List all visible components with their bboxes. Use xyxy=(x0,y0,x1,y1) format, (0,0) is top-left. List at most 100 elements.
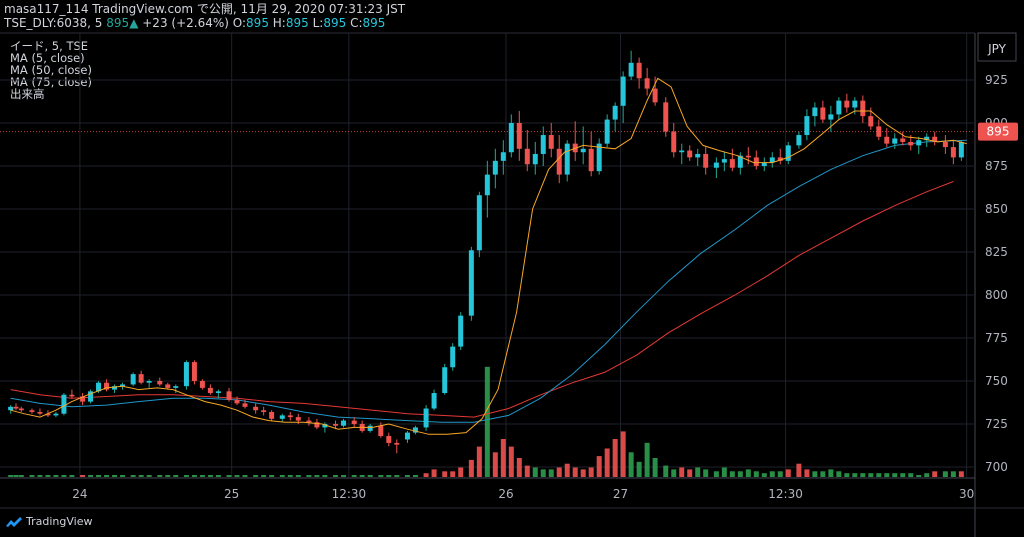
volume-bar xyxy=(812,471,818,477)
low-value: 895 xyxy=(323,16,347,30)
candle-body xyxy=(306,420,312,423)
volume-bar xyxy=(620,431,626,477)
volume-bar xyxy=(431,469,437,477)
candle-body xyxy=(796,135,802,146)
volume-bar xyxy=(80,475,86,477)
candle-body xyxy=(287,415,293,418)
candle-body xyxy=(367,425,373,431)
volume-bar xyxy=(644,442,650,477)
legend-ma75[interactable]: MA (75, close) xyxy=(10,75,92,89)
volume-bar xyxy=(279,475,285,477)
candle-body xyxy=(737,155,743,168)
legend-ma50[interactable]: MA (50, close) xyxy=(10,63,92,77)
volume-bar xyxy=(173,475,179,477)
candle-body xyxy=(476,195,482,251)
volume-bar xyxy=(295,475,301,477)
candle-body xyxy=(88,391,94,402)
x-tick-label: 27 xyxy=(613,487,628,501)
candle-body xyxy=(713,162,719,168)
ohlc-line: TSE_DLY:6038, 5 895▲ +23 (+2.64%) O:895 … xyxy=(4,16,405,30)
volume-bar xyxy=(404,475,410,477)
volume-bar xyxy=(359,475,365,477)
currency-label[interactable]: JPY xyxy=(987,42,1007,56)
volume-bar xyxy=(367,475,373,477)
legend-ma5[interactable]: MA (5, close) xyxy=(10,51,85,65)
volume-bar xyxy=(958,471,964,477)
candle-body xyxy=(508,123,514,153)
candle-body xyxy=(844,100,850,108)
volume-bar xyxy=(423,473,429,477)
volume-bar xyxy=(88,475,94,477)
volume-bar xyxy=(695,467,701,477)
volume-bar xyxy=(796,463,802,477)
candle-body xyxy=(13,406,19,409)
candle-body xyxy=(394,442,400,445)
tradingview-brand[interactable]: TradingView xyxy=(6,515,92,528)
volume-bar xyxy=(476,446,482,477)
candle-body xyxy=(386,436,392,443)
volume-bar xyxy=(753,471,759,477)
volume-bar xyxy=(532,467,538,477)
candle-body xyxy=(612,105,618,120)
volume-bar xyxy=(306,475,312,477)
volume-bar xyxy=(253,475,259,477)
volume-bar xyxy=(468,459,474,477)
symbol-label: TSE_DLY:6038, 5 xyxy=(4,16,103,30)
candle-body xyxy=(580,148,586,153)
candle-body xyxy=(61,394,67,414)
y-tick-label: 725 xyxy=(985,417,1008,431)
price-value: 895 xyxy=(106,16,130,30)
volume-bar xyxy=(908,473,914,477)
volume-bar xyxy=(548,469,554,477)
volume-bar xyxy=(13,475,19,477)
candle-body xyxy=(173,386,179,388)
candle-body xyxy=(745,155,751,158)
volume-bar xyxy=(737,471,743,477)
volume-bar xyxy=(628,452,634,477)
candle-body xyxy=(769,157,775,163)
volume-bar xyxy=(333,475,339,477)
candle-body xyxy=(876,126,882,137)
candle-body xyxy=(777,157,783,161)
volume-bar xyxy=(820,471,826,477)
candle-body xyxy=(804,116,810,136)
candle-body xyxy=(423,408,429,428)
candle-body xyxy=(671,131,677,153)
candle-body xyxy=(29,410,35,412)
y-tick-label: 800 xyxy=(985,288,1008,302)
legend-volume[interactable]: 出来高 xyxy=(10,87,45,101)
publish-line: masa117_114 TradingView.com で公開, 11月 29,… xyxy=(4,2,406,16)
candle-body xyxy=(860,100,866,117)
x-tick-label: 12:30 xyxy=(768,487,803,501)
candle-body xyxy=(130,374,136,385)
volume-bar xyxy=(450,471,456,477)
volume-bar xyxy=(242,475,248,477)
candle-body xyxy=(695,153,701,158)
candle-body xyxy=(721,159,727,163)
volume-bar xyxy=(287,475,293,477)
volume-bar xyxy=(199,475,205,477)
volume-bar xyxy=(183,475,189,477)
volume-bar xyxy=(215,475,221,477)
volume-bar xyxy=(671,469,677,477)
volume-bar xyxy=(876,473,882,477)
candle-body xyxy=(753,157,759,166)
candle-body xyxy=(442,367,448,394)
close-label: C: xyxy=(350,16,363,30)
candle-body xyxy=(916,140,922,146)
volume-bar xyxy=(836,471,842,477)
candle-body xyxy=(104,382,110,390)
volume-bar xyxy=(721,467,727,477)
candle-body xyxy=(492,160,498,175)
candle-body xyxy=(120,384,126,387)
open-label: O: xyxy=(232,16,247,30)
candle-body xyxy=(341,420,347,426)
volume-bar xyxy=(269,475,275,477)
change-value: +23 (+2.64%) xyxy=(142,16,229,30)
candle-body xyxy=(69,394,75,397)
volume-bar xyxy=(540,469,546,477)
volume-bar xyxy=(524,465,530,477)
candle-body xyxy=(96,382,102,392)
legend-symbol[interactable]: イード, 5, TSE xyxy=(10,39,89,53)
